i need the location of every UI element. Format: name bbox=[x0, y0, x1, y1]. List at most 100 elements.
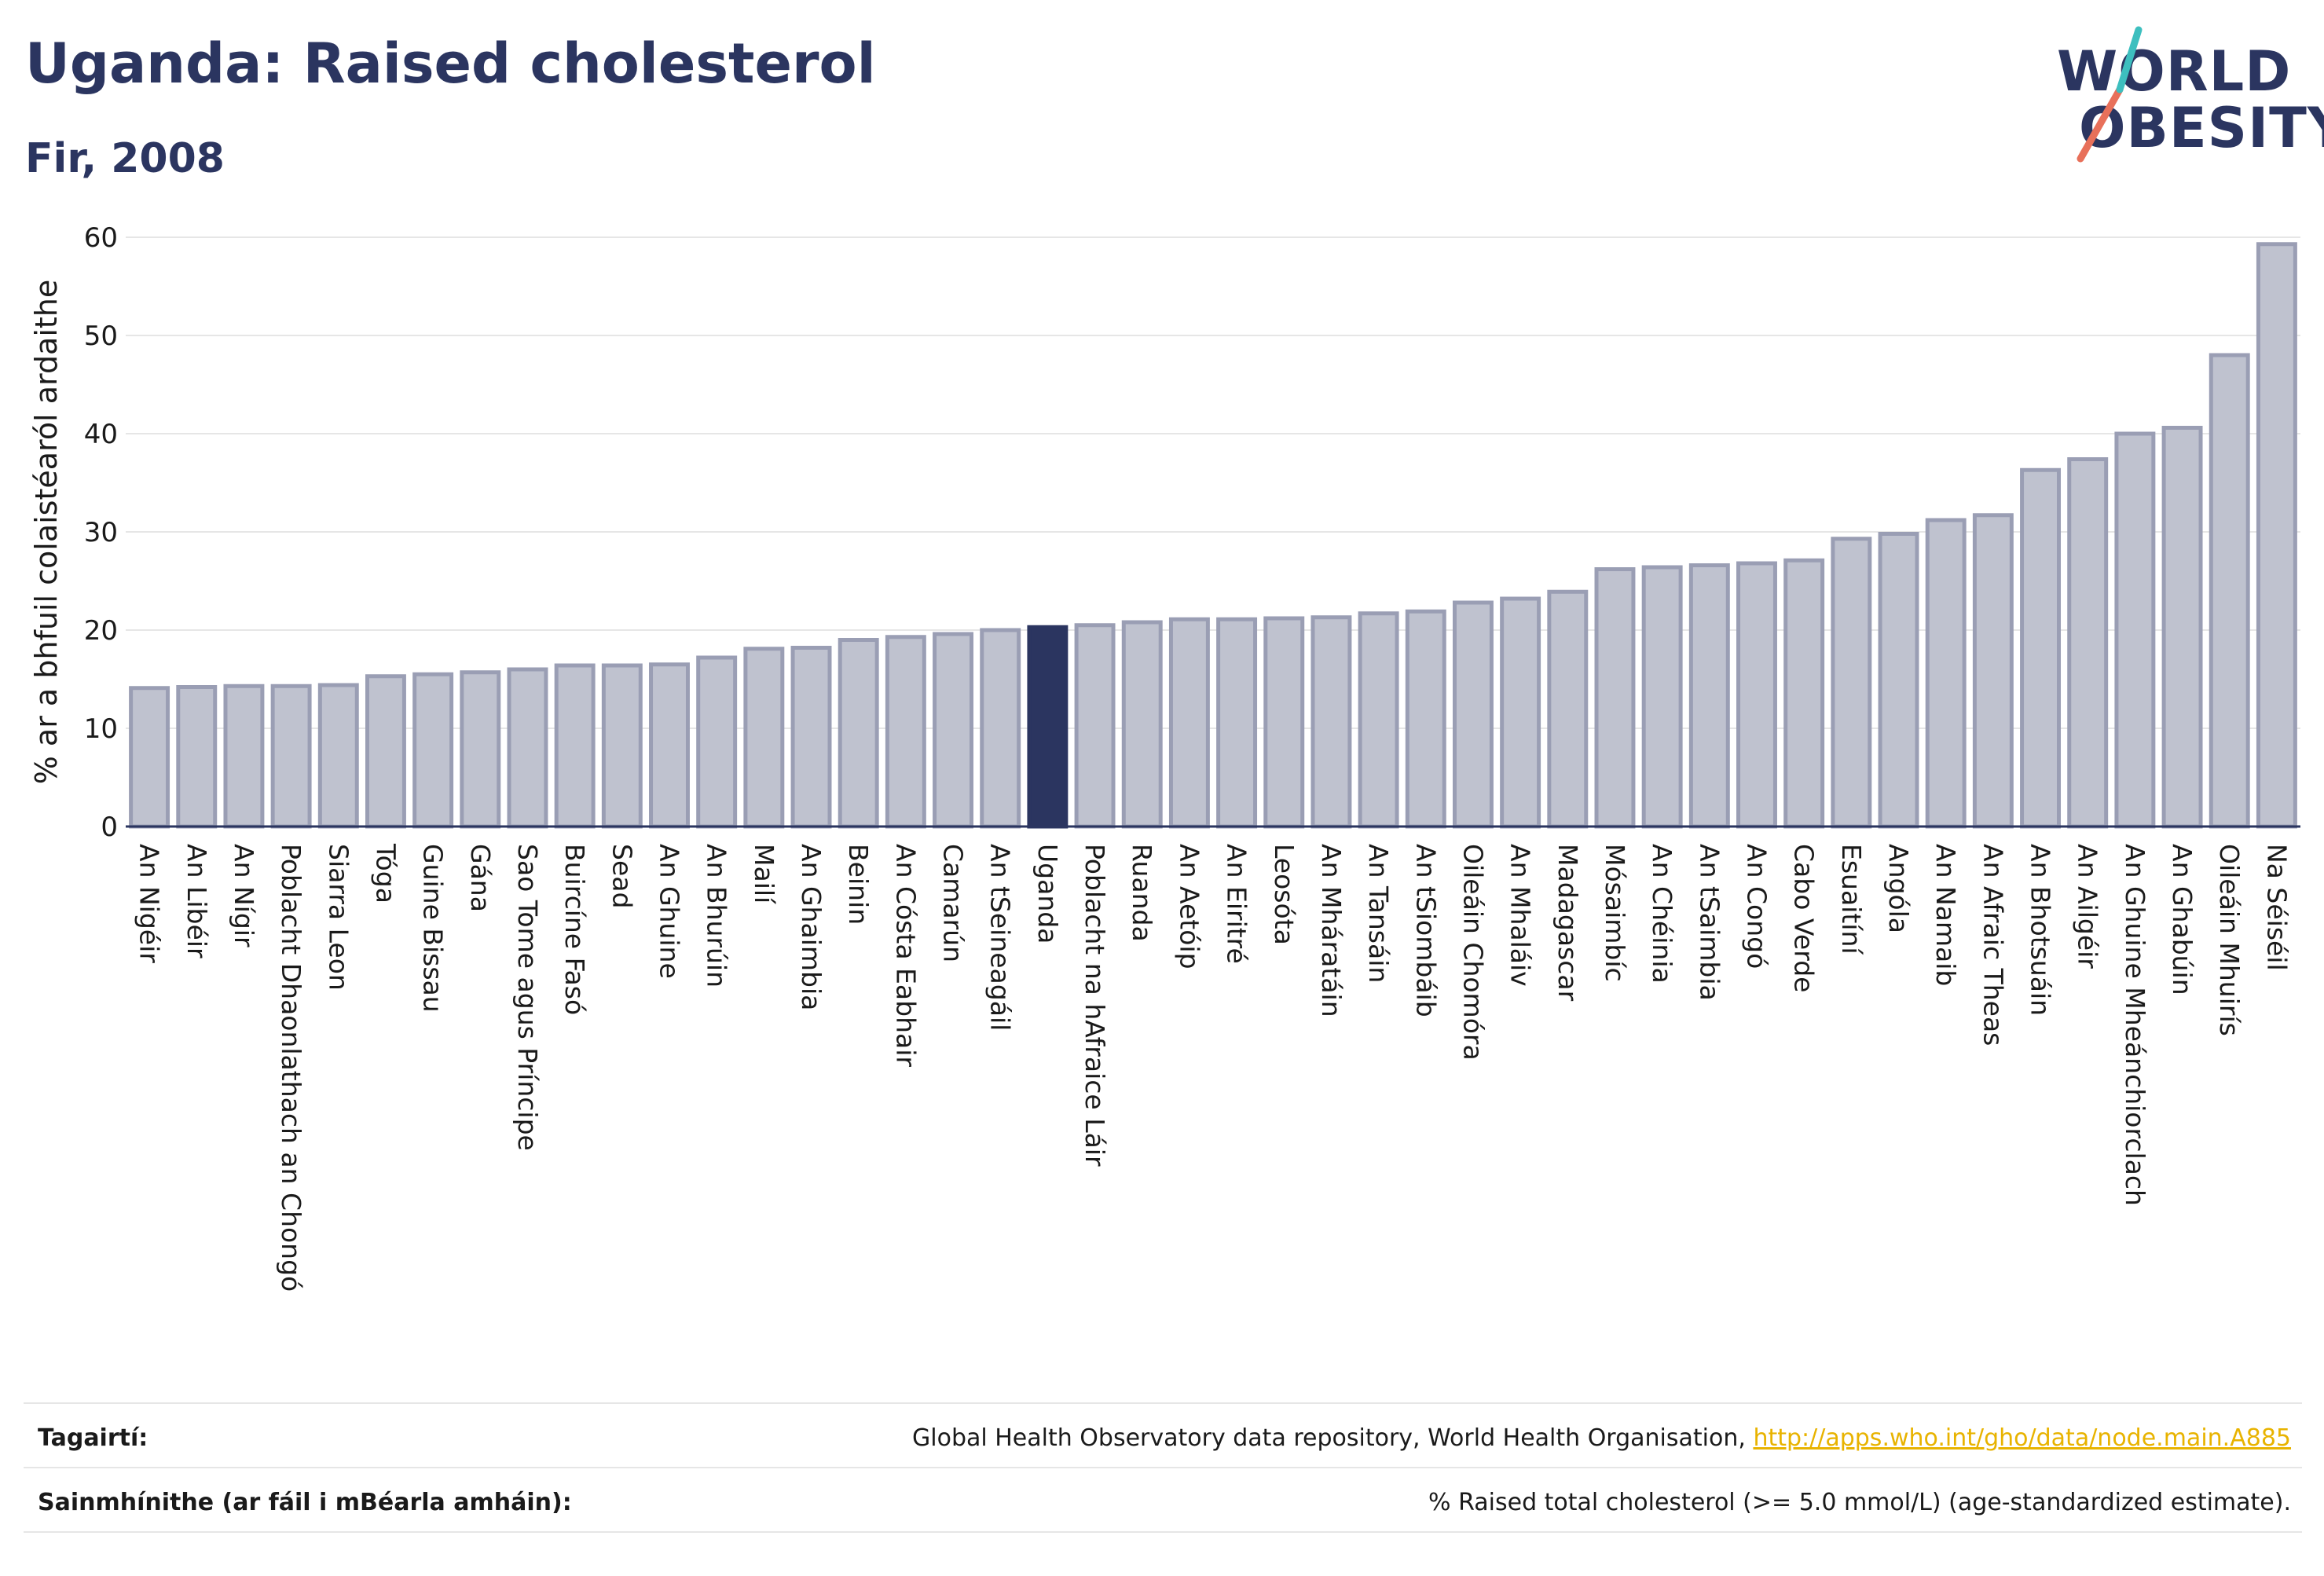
page-subtitle: Fir, 2008 bbox=[25, 135, 225, 182]
x-tick-label: An Tansáin bbox=[1363, 844, 1394, 983]
references-link[interactable]: http://apps.who.int/gho/data/node.main.A… bbox=[1753, 1424, 2291, 1452]
x-tick-label: An Namaib bbox=[1930, 844, 1961, 986]
x-tick-label: An Afraic Theas bbox=[1978, 844, 2008, 1046]
x-tick-label: An Aetóip bbox=[1174, 844, 1204, 969]
bar bbox=[176, 685, 218, 829]
bar bbox=[838, 638, 879, 829]
x-tick-label: An tSaimbia bbox=[1694, 844, 1725, 1001]
x-tick-label: Ruanda bbox=[1127, 844, 1157, 942]
x-tick-label: An Bhurúin bbox=[702, 844, 732, 988]
x-tick-label: Mósaimbíc bbox=[1600, 844, 1630, 982]
references-row: Tagairtí: Global Health Observatory data… bbox=[24, 1402, 2302, 1467]
x-tick-label: Guine Bissau bbox=[418, 844, 449, 1013]
bar bbox=[1831, 537, 1872, 829]
x-tick-label: An Bhotsuáin bbox=[2025, 844, 2056, 1016]
bar bbox=[1074, 623, 1116, 829]
bar bbox=[790, 646, 832, 829]
page-title: Uganda: Raised cholesterol bbox=[25, 31, 876, 96]
y-tick-label: 40 bbox=[84, 419, 118, 450]
x-tick-label: An Ghuine Mheánchiorclach bbox=[2120, 844, 2150, 1206]
logo-line-1: WORLD bbox=[2057, 39, 2292, 104]
bar bbox=[412, 672, 454, 829]
x-tick-label: An Ghaimbia bbox=[796, 844, 827, 1010]
x-tick-label: Poblacht na hAfraice Láir bbox=[1080, 844, 1110, 1167]
bar bbox=[554, 663, 596, 829]
x-tick-label: Uganda bbox=[1032, 844, 1063, 944]
bar bbox=[270, 684, 312, 829]
x-tick-label: An Nígir bbox=[229, 844, 259, 947]
bar bbox=[980, 628, 1021, 829]
bar bbox=[601, 663, 643, 829]
bar bbox=[1736, 561, 1777, 829]
x-tick-label: Leosóta bbox=[1269, 844, 1299, 945]
definitions-row: Sainmhínithe (ar fáil i mBéarla amháin):… bbox=[24, 1467, 2302, 1533]
x-tick-label: Cabo Verde bbox=[1789, 844, 1820, 992]
bar bbox=[1594, 567, 1636, 829]
world-obesity-logo: WORLD OBESITY bbox=[2043, 24, 2324, 165]
y-tick-label: 60 bbox=[84, 222, 118, 254]
bar bbox=[885, 635, 926, 829]
bar bbox=[1878, 532, 1919, 829]
y-axis-label: % ar a bhfuil colaistéaról ardaithe bbox=[29, 280, 64, 785]
bar bbox=[2114, 431, 2156, 829]
x-tick-label: An Ghabúin bbox=[2167, 844, 2198, 995]
x-tick-label: Gána bbox=[465, 844, 496, 912]
x-tick-label: An Cósta Eabhair bbox=[890, 844, 921, 1067]
bar bbox=[129, 686, 170, 829]
y-tick-label: 10 bbox=[84, 713, 118, 745]
bar bbox=[743, 647, 785, 829]
logo-line-2: OBESITY bbox=[2079, 96, 2324, 160]
bar bbox=[2020, 467, 2062, 829]
x-tick-label: Beinin bbox=[843, 844, 874, 925]
bar bbox=[1121, 620, 1163, 829]
bar bbox=[1547, 589, 1589, 829]
x-tick-label: An Mháratáin bbox=[1316, 844, 1347, 1017]
bar bbox=[223, 684, 265, 829]
x-tick-label: An Congó bbox=[1742, 844, 1772, 969]
bar bbox=[696, 655, 738, 829]
bar bbox=[507, 667, 548, 829]
bar bbox=[2209, 353, 2250, 829]
y-tick-label: 30 bbox=[84, 517, 118, 548]
bar bbox=[1216, 617, 1258, 829]
x-tick-label: An Chéinia bbox=[1647, 844, 1677, 984]
references-label: Tagairtí: bbox=[38, 1424, 148, 1452]
x-tick-label: Esuaitíní bbox=[1836, 844, 1867, 955]
x-tick-label: An Mhaláiv bbox=[1505, 844, 1536, 987]
bar bbox=[1168, 617, 1210, 829]
x-tick-label: Oileáin Mhuirís bbox=[2214, 844, 2245, 1036]
bar-chart: 0 10 20 30 40 50 60 % ar a bhfuil colaistéaról … bbox=[29, 222, 2300, 1292]
x-tick-label: Angóla bbox=[1883, 844, 1914, 933]
bar bbox=[1310, 615, 1352, 829]
bar bbox=[365, 674, 406, 829]
x-tick-label: An Ailgéir bbox=[2073, 844, 2103, 969]
bar bbox=[1452, 600, 1494, 829]
bar bbox=[1688, 563, 1730, 829]
x-tick-label: An Ghuine bbox=[654, 844, 685, 979]
x-tick-label: Camarún bbox=[938, 844, 969, 962]
bar bbox=[1783, 558, 1825, 829]
x-tick-label: Na Séiséil bbox=[2261, 844, 2292, 971]
x-tick-label: Madagascar bbox=[1552, 844, 1583, 1002]
bar bbox=[649, 662, 690, 829]
bar bbox=[1405, 609, 1446, 829]
x-tick-label: Tóga bbox=[370, 843, 401, 903]
bar bbox=[933, 632, 974, 829]
y-tick-label: 50 bbox=[84, 321, 118, 352]
x-tick-label: Siarra Leon bbox=[323, 844, 354, 991]
x-tick-label: An tSiombáib bbox=[1410, 844, 1441, 1017]
x-tick-label: Poblacht Dhaonlathach an Chongó bbox=[276, 844, 306, 1292]
y-tick-label: 0 bbox=[101, 812, 118, 843]
logo-slash-icon bbox=[2077, 26, 2143, 163]
bar bbox=[2161, 426, 2203, 829]
references-value: Global Health Observatory data repositor… bbox=[912, 1424, 2291, 1452]
x-tick-label: Buircíne Fasó bbox=[559, 844, 590, 1015]
y-tick-label: 20 bbox=[84, 615, 118, 647]
bar bbox=[1027, 625, 1069, 829]
bar bbox=[2067, 457, 2109, 829]
x-tick-label: An Nigéir bbox=[134, 844, 165, 963]
x-tick-label: An tSeineagáil bbox=[985, 844, 1016, 1031]
definitions-label: Sainmhínithe (ar fáil i mBéarla amháin): bbox=[38, 1489, 572, 1516]
bar bbox=[1500, 596, 1541, 829]
x-tick-label: Sead bbox=[607, 844, 637, 908]
